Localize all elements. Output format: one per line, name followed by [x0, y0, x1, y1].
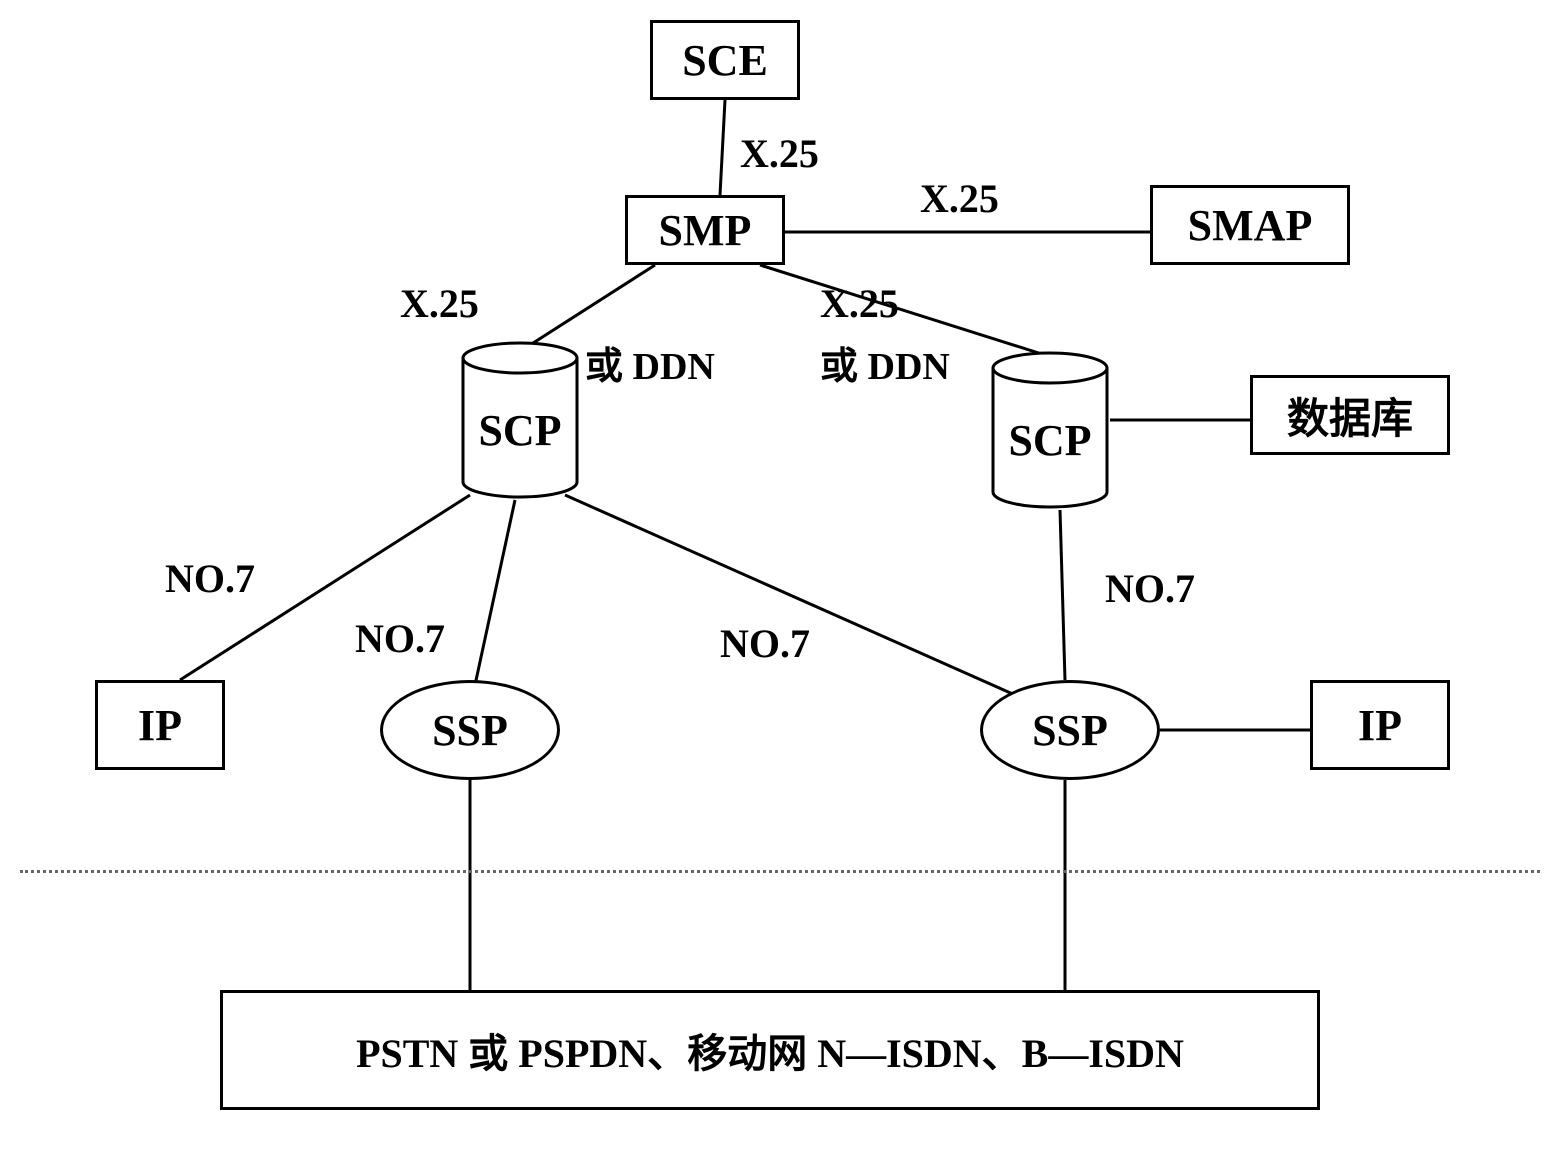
node-bottom: PSTN 或 PSPDN、移动网 N—ISDN、B—ISDN — [220, 990, 1320, 1110]
node-scp2-label: SCP — [1008, 415, 1091, 466]
node-smp-label: SMP — [659, 205, 752, 256]
node-sce-label: SCE — [682, 35, 768, 86]
node-bottom-label: PSTN 或 PSPDN、移动网 N—ISDN、B—ISDN — [356, 1021, 1184, 1079]
edge-label-smp-scp2-a: X.25 — [820, 280, 899, 327]
node-ip1-label: IP — [138, 700, 182, 751]
node-ip2: IP — [1310, 680, 1450, 770]
node-db: 数据库 — [1250, 375, 1450, 455]
node-ssp2: SSP — [980, 680, 1160, 780]
edge-label-sce-smp: X.25 — [740, 130, 819, 177]
edge-label-scp1-ip1: NO.7 — [165, 555, 255, 602]
edge-label-scp1-ssp1: NO.7 — [355, 615, 445, 662]
edge-label-smp-scp1-b: 或 DDN — [585, 335, 715, 390]
node-ip2-label: IP — [1358, 700, 1402, 751]
node-ssp1-label: SSP — [432, 705, 508, 756]
node-scp1-label: SCP — [478, 405, 561, 456]
node-scp2: SCP — [990, 350, 1110, 510]
node-smap-label: SMAP — [1188, 200, 1313, 251]
node-ssp1: SSP — [380, 680, 560, 780]
edge-label-smp-smap: X.25 — [920, 175, 999, 222]
edge-label-smp-scp1-a: X.25 — [400, 280, 479, 327]
node-db-label: 数据库 — [1287, 385, 1413, 446]
node-sce: SCE — [650, 20, 800, 100]
node-smap: SMAP — [1150, 185, 1350, 265]
node-ssp2-label: SSP — [1032, 705, 1108, 756]
node-smp: SMP — [625, 195, 785, 265]
node-ip1: IP — [95, 680, 225, 770]
edge-label-scp2-ssp2: NO.7 — [1105, 565, 1195, 612]
edge-label-scp1-ssp2: NO.7 — [720, 620, 810, 667]
node-scp1: SCP — [460, 340, 580, 500]
edge-label-smp-scp2-b: 或 DDN — [820, 335, 950, 390]
divider-line — [20, 870, 1540, 873]
